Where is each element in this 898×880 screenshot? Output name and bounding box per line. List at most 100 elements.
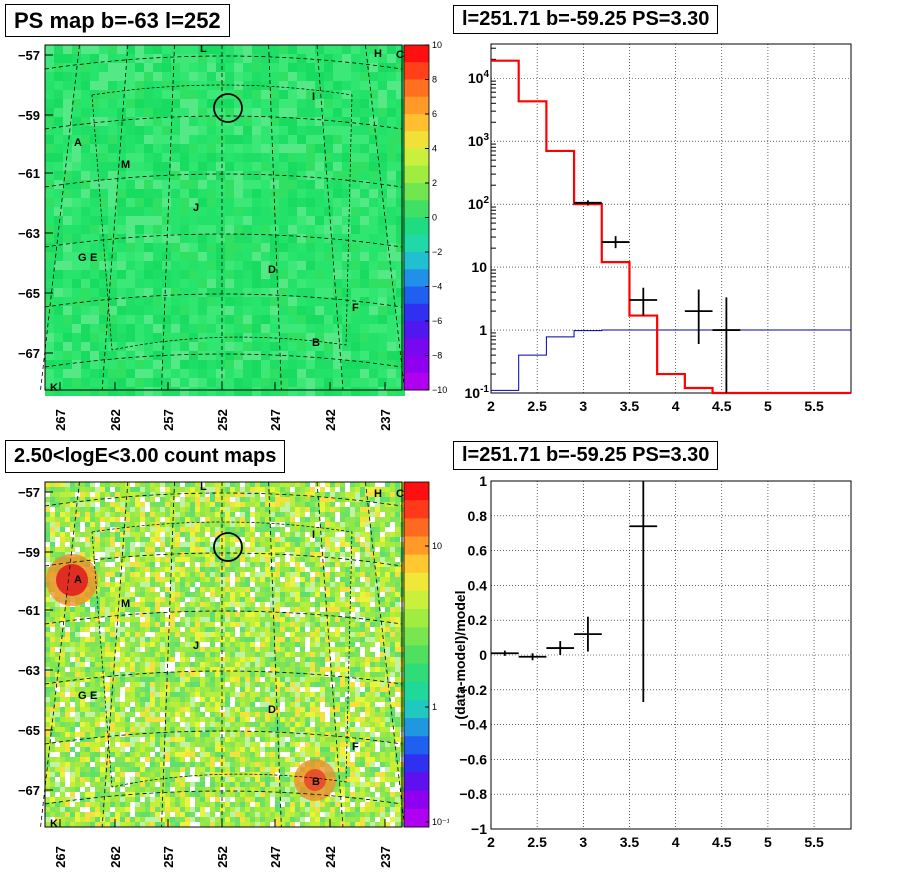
map-pixel — [110, 622, 115, 627]
map-pixel — [180, 198, 189, 207]
map-pixel — [260, 562, 265, 567]
map-pixel — [395, 502, 400, 507]
map-pixel — [45, 99, 54, 108]
map-pixel — [252, 153, 261, 162]
map-pixel — [390, 672, 395, 677]
map-pixel — [265, 572, 270, 577]
map-pixel — [215, 527, 220, 532]
map-pixel — [351, 135, 360, 144]
map-pixel — [288, 99, 297, 108]
map-pixel — [125, 622, 130, 627]
map-pixel — [125, 592, 130, 597]
map-pixel — [300, 537, 305, 542]
map-pixel — [335, 497, 340, 502]
map-pixel — [220, 567, 225, 572]
map-pixel — [195, 582, 200, 587]
map-pixel — [145, 562, 150, 567]
map-pixel — [75, 667, 80, 672]
map-pixel — [387, 72, 396, 81]
map-pixel — [50, 507, 55, 512]
map-pixel — [105, 587, 110, 592]
map-pixel — [360, 315, 369, 324]
map-pixel — [280, 582, 285, 587]
map-pixel — [350, 702, 355, 707]
map-pixel — [220, 512, 225, 517]
map-pixel — [360, 637, 365, 642]
map-pixel — [50, 662, 55, 667]
map-pixel — [369, 126, 378, 135]
lon-tick-label: 257 — [161, 409, 176, 431]
map-pixel — [324, 99, 333, 108]
map-pixel — [325, 562, 330, 567]
map-pixel — [105, 677, 110, 682]
map-pixel — [189, 243, 198, 252]
map-pixel — [310, 602, 315, 607]
map-pixel — [54, 54, 63, 63]
map-pixel — [175, 517, 180, 522]
map-pixel — [153, 234, 162, 243]
map-pixel — [215, 507, 220, 512]
map-pixel — [210, 562, 215, 567]
map-pixel — [200, 527, 205, 532]
map-pixel — [234, 54, 243, 63]
map-pixel — [225, 662, 230, 667]
map-pixel — [110, 557, 115, 562]
map-pixel — [265, 647, 270, 652]
map-pixel — [355, 537, 360, 542]
map-pixel — [75, 642, 80, 647]
map-pixel — [355, 552, 360, 557]
map-pixel — [115, 607, 120, 612]
map-pixel — [207, 342, 216, 351]
map-pixel — [65, 657, 70, 662]
map-pixel — [115, 532, 120, 537]
map-pixel — [162, 207, 171, 216]
map-pixel — [55, 607, 60, 612]
map-pixel — [130, 697, 135, 702]
map-pixel — [340, 687, 345, 692]
map-pixel — [365, 697, 370, 702]
map-pixel — [160, 617, 165, 622]
map-pixel — [210, 482, 215, 487]
map-pixel — [75, 532, 80, 537]
map-pixel — [195, 522, 200, 527]
map-pixel — [305, 672, 310, 677]
map-pixel — [135, 207, 144, 216]
map-pixel — [243, 225, 252, 234]
map-pixel — [130, 547, 135, 552]
map-pixel — [135, 324, 144, 333]
map-pixel — [245, 562, 250, 567]
map-pixel — [150, 637, 155, 642]
map-pixel — [171, 135, 180, 144]
map-pixel — [335, 617, 340, 622]
map-pixel — [205, 557, 210, 562]
map-pixel — [45, 270, 54, 279]
map-pixel — [261, 144, 270, 153]
map-pixel — [310, 497, 315, 502]
map-pixel — [230, 482, 235, 487]
map-pixel — [324, 54, 333, 63]
map-pixel — [100, 577, 105, 582]
map-pixel — [108, 63, 117, 72]
map-pixel — [340, 562, 345, 567]
map-pixel — [207, 153, 216, 162]
map-pixel — [120, 702, 125, 707]
map-pixel — [315, 647, 320, 652]
map-pixel — [90, 216, 99, 225]
map-pixel — [150, 622, 155, 627]
map-pixel — [369, 315, 378, 324]
map-pixel — [285, 497, 290, 502]
map-pixel — [198, 135, 207, 144]
map-pixel — [297, 297, 306, 306]
map-pixel — [175, 702, 180, 707]
map-pixel — [351, 243, 360, 252]
map-pixel — [235, 497, 240, 502]
map-pixel — [115, 572, 120, 577]
map-pixel — [205, 512, 210, 517]
map-pixel — [325, 692, 330, 697]
map-pixel — [165, 547, 170, 552]
map-pixel — [355, 597, 360, 602]
colorbar-tick-label: 6 — [432, 109, 437, 119]
map-pixel — [165, 572, 170, 577]
map-pixel — [342, 153, 351, 162]
map-pixel — [189, 225, 198, 234]
